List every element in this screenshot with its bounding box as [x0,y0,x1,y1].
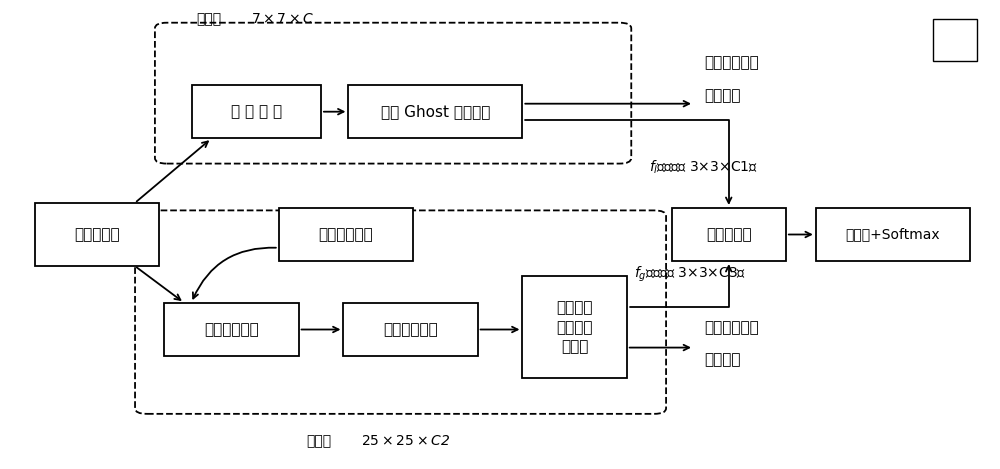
Text: 降维图像分块: 降维图像分块 [383,322,438,337]
FancyBboxPatch shape [348,85,522,138]
Text: $7\times7\times$C: $7\times7\times$C [251,12,315,26]
FancyBboxPatch shape [35,203,159,266]
Text: 尺寸：: 尺寸： [197,12,222,26]
FancyBboxPatch shape [816,208,970,261]
Text: $25\times25\times$C2: $25\times25\times$C2 [361,434,450,448]
FancyBboxPatch shape [279,208,413,261]
Text: $f_l$（尺寸为 3×3×C1）: $f_l$（尺寸为 3×3×C1） [649,159,758,176]
Text: 全局空间特征: 全局空间特征 [704,320,759,335]
Bar [933,19,977,61]
Text: 多尺度密
集连接卷
积模块: 多尺度密 集连接卷 积模块 [556,300,593,355]
FancyBboxPatch shape [522,276,627,378]
Text: 图 像 分 块: 图 像 分 块 [231,104,282,119]
Text: 多层 Ghost 残差网络: 多层 Ghost 残差网络 [381,104,490,119]
Text: 波段选择降维: 波段选择降维 [204,322,259,337]
FancyBboxPatch shape [164,303,299,356]
Text: 高光谱图像: 高光谱图像 [74,227,120,242]
FancyBboxPatch shape [192,85,321,138]
FancyBboxPatch shape [672,208,786,261]
Text: 全连接+Softmax: 全连接+Softmax [845,227,940,242]
Text: 提取支路: 提取支路 [704,352,740,367]
Text: 提取支路: 提取支路 [704,88,740,103]
FancyBboxPatch shape [343,303,478,356]
Text: 自适应融合: 自适应融合 [706,227,752,242]
Text: 局部空谱特征: 局部空谱特征 [704,55,759,70]
Text: 尺寸：: 尺寸： [306,434,331,448]
Text: $f_g$（尺寸为 3×3×C3）: $f_g$（尺寸为 3×3×C3） [634,264,746,284]
Text: 自步学习框架: 自步学习框架 [318,227,373,242]
